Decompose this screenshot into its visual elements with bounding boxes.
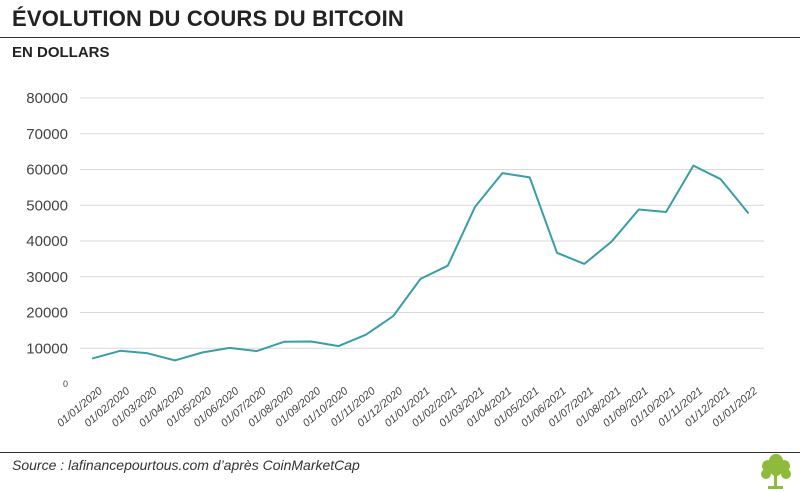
y-tick-label: 70000 [26, 126, 68, 143]
x-axis-tick-labels: 01/01/202001/02/202001/03/202001/04/2020… [55, 385, 760, 430]
y-tick-label: 0 [63, 379, 68, 389]
y-axis-tick-labels: 0 10000 20000 30000 40000 50000 60000 70000 8000… [26, 90, 68, 389]
chart-subtitle: EN DOLLARS [12, 44, 110, 61]
y-tick-label: 30000 [26, 269, 68, 286]
footer-divider [0, 452, 800, 453]
chart-title: ÉVOLUTION DU COURS DU BITCOIN [12, 6, 405, 31]
y-tick-label: 20000 [26, 305, 68, 322]
y-tick-label: 80000 [26, 90, 68, 107]
line-chart: 0 10000 20000 30000 40000 50000 60000 70000 8000… [26, 90, 764, 430]
y-tick-label: 50000 [26, 197, 68, 214]
y-tick-label: 40000 [26, 233, 68, 250]
y-tick-label: 60000 [26, 162, 68, 179]
tree-logo-icon [761, 454, 791, 489]
series-line [92, 164, 749, 362]
gridlines [80, 97, 764, 349]
series-layer [92, 164, 749, 362]
y-tick-label: 10000 [26, 340, 68, 357]
header-divider [0, 37, 800, 38]
source-note: Source : lafinancepourtous.com d’après C… [12, 457, 360, 473]
